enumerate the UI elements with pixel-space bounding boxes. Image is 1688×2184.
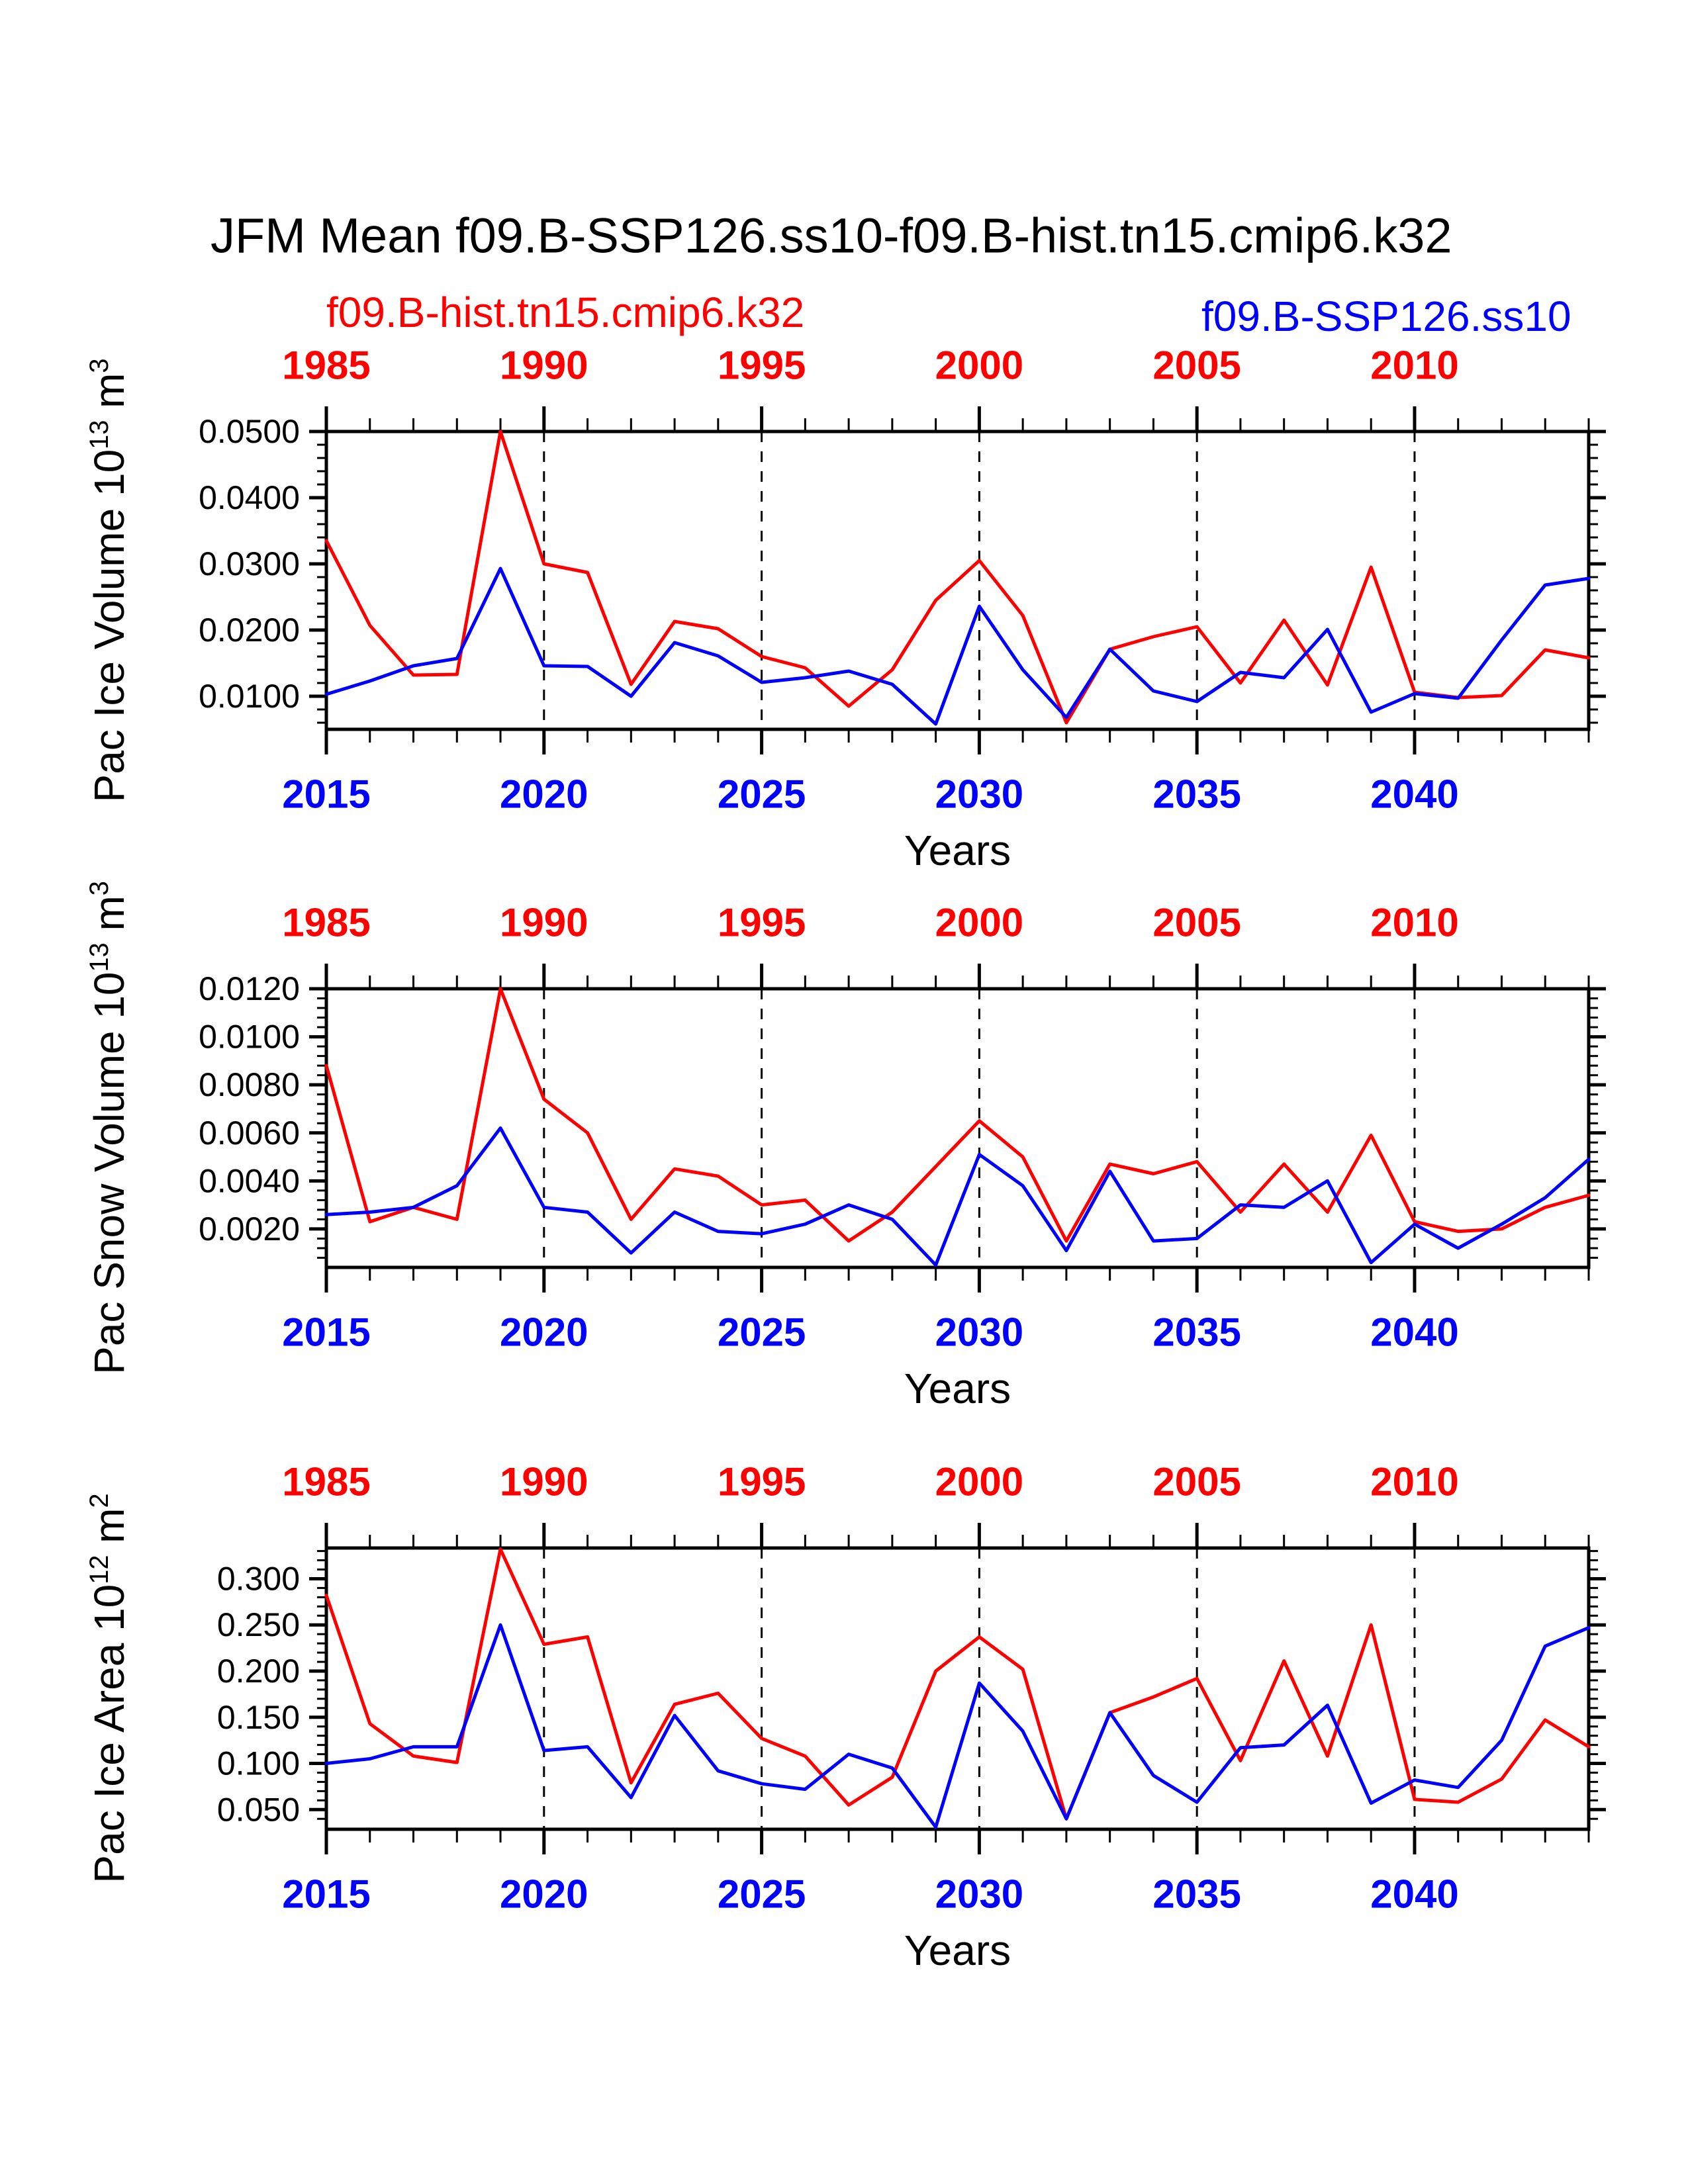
bottom-axis-year-label: 2015 [282, 1310, 370, 1355]
top-axis-year-label: 1985 [282, 343, 370, 388]
y-tick-label: 0.150 [217, 1699, 300, 1736]
top-axis-year-label: 1990 [500, 901, 588, 945]
top-axis-year-label: 1990 [500, 1460, 588, 1504]
chart-pac-ice-area: 0.050 0.100 0.150 0.200 0.250 0.300 1985 1990 19… [217, 1460, 1606, 1974]
series-line-ssp [324, 567, 1591, 726]
y-tick-label: 0.100 [217, 1745, 300, 1782]
top-axis-year-label: 1995 [718, 343, 806, 388]
top-axis-year-label: 1985 [282, 901, 370, 945]
bottom-axis-year-label: 2040 [1370, 772, 1458, 817]
series-line-hist [324, 430, 1591, 725]
y-tick-label: 0.0120 [199, 970, 300, 1007]
bottom-axis-year-label: 2020 [500, 772, 588, 817]
bottom-axis-year-label: 2025 [718, 1872, 806, 1917]
x-axis-title: Years [904, 1927, 1011, 1974]
bottom-axis-year-label: 2030 [935, 1872, 1023, 1917]
y-tick-label: 0.0400 [199, 479, 300, 516]
top-axis-year-label: 2005 [1152, 343, 1241, 388]
y-tick-label: 0.0040 [199, 1162, 300, 1199]
top-axis-year-label: 1990 [500, 343, 588, 388]
series-line-ssp [324, 1623, 1591, 1829]
top-axis-year-label: 2005 [1152, 901, 1241, 945]
top-axis-year-label: 2010 [1370, 1460, 1458, 1504]
y-tick-label: 0.300 [217, 1560, 300, 1597]
y-tick-label: 0.0100 [199, 678, 300, 715]
bottom-axis-year-label: 2040 [1370, 1872, 1458, 1917]
bottom-axis-year-label: 2025 [718, 1310, 806, 1355]
top-axis-year-label: 1985 [282, 1460, 370, 1504]
bottom-axis-year-label: 2035 [1152, 1872, 1241, 1917]
top-axis-year-label: 2010 [1370, 343, 1458, 388]
top-axis-year-label: 2010 [1370, 901, 1458, 945]
plot-frame [324, 987, 1591, 1269]
x-axis-title: Years [904, 827, 1011, 874]
x-axis-title: Years [904, 1365, 1011, 1412]
y-tick-label: 0.250 [217, 1606, 300, 1643]
top-axis-year-label: 1995 [718, 901, 806, 945]
bottom-axis-year-label: 2015 [282, 772, 370, 817]
y-tick-label: 0.0300 [199, 545, 300, 582]
bottom-axis-year-label: 2015 [282, 1872, 370, 1917]
bottom-axis-year-label: 2040 [1370, 1310, 1458, 1355]
page-title: JFM Mean f09.B-SSP126.ss10-f09.B-hist.tn… [211, 208, 1452, 263]
bottom-axis-year-label: 2030 [935, 1310, 1023, 1355]
chart-pac-snow-volume: 0.0020 0.0040 0.0060 0.0080 0.0100 0.0120 1985… [199, 901, 1606, 1412]
series-line-hist [324, 1547, 1591, 1821]
top-axis-year-label: 2000 [935, 901, 1023, 945]
top-axis-year-label: 1995 [718, 1460, 806, 1504]
y-tick-label: 0.0060 [199, 1115, 300, 1152]
bottom-axis-year-label: 2020 [500, 1310, 588, 1355]
y-tick-label: 0.0500 [199, 413, 300, 450]
y-tick-label: 0.0080 [199, 1066, 300, 1103]
bottom-axis-year-label: 2030 [935, 772, 1023, 817]
y-tick-label: 0.0200 [199, 612, 300, 649]
y-tick-label: 0.200 [217, 1653, 300, 1690]
y-tick-label: 0.050 [217, 1791, 300, 1828]
bottom-axis-year-label: 2035 [1152, 1310, 1241, 1355]
chart-pac-ice-volume: 0.0100 0.0200 0.0300 0.0400 0.0500 1985 1990 19… [199, 343, 1606, 874]
bottom-axis-year-label: 2020 [500, 1872, 588, 1917]
series-line-ssp [324, 1126, 1591, 1267]
legend-hist-label: f09.B-hist.tn15.cmip6.k32 [326, 289, 805, 336]
legend-ssp-label: f09.B-SSP126.ss10 [1201, 293, 1571, 340]
bottom-axis-year-label: 2035 [1152, 772, 1241, 817]
y-tick-label: 0.0020 [199, 1210, 300, 1248]
series-line-hist [324, 987, 1591, 1243]
bottom-axis-year-label: 2025 [718, 772, 806, 817]
top-axis-year-label: 2000 [935, 1460, 1023, 1504]
top-axis-year-label: 2000 [935, 343, 1023, 388]
plot-frame [324, 430, 1591, 731]
top-axis-year-label: 2005 [1152, 1460, 1241, 1504]
y-tick-label: 0.0100 [199, 1019, 300, 1056]
